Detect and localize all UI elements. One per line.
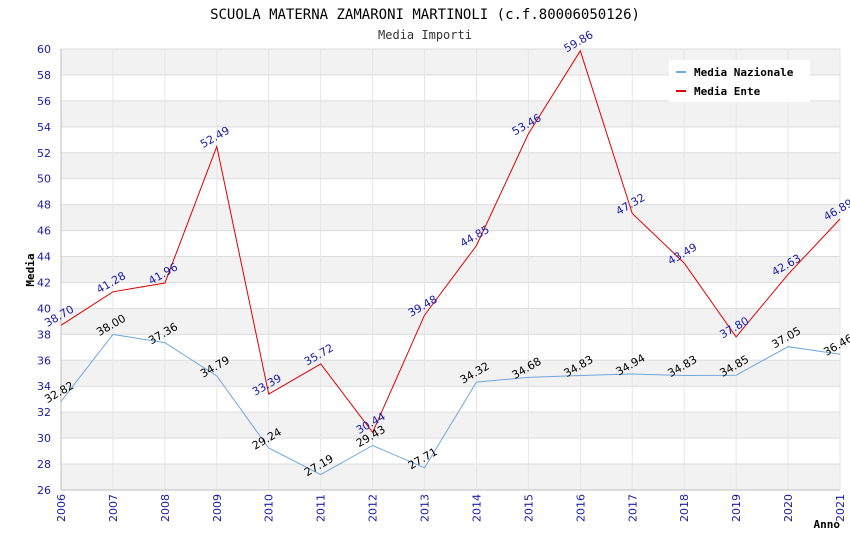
- plot-band: [61, 334, 840, 361]
- x-tick-label: 2017: [626, 494, 639, 522]
- plot-band: [61, 256, 840, 283]
- plot-band: [61, 100, 840, 127]
- chart-title: SCUOLA MATERNA ZAMARONI MARTINOLI (c.f.8…: [210, 7, 640, 23]
- plot-band: [61, 126, 840, 153]
- gridlines: [60, 48, 841, 491]
- plot-band: [61, 282, 840, 309]
- series-line-media-nazionale: [60, 333, 841, 476]
- x-tick-label: 2014: [470, 494, 483, 522]
- x-tick-label: 2015: [522, 494, 535, 522]
- legend-box: [669, 60, 810, 102]
- axes: [60, 49, 840, 491]
- x-tick-label: 2012: [367, 494, 380, 522]
- y-tick-label: 36: [37, 354, 51, 367]
- y-tick-label: 34: [37, 380, 51, 393]
- y-tick-label: 60: [37, 43, 51, 56]
- series-lines: [60, 49, 841, 476]
- x-tick-label: 2013: [419, 494, 432, 522]
- x-tick-label: 2010: [263, 494, 276, 522]
- legend-label: Media Ente: [694, 85, 761, 98]
- y-tick-label: 30: [37, 432, 51, 445]
- x-tick-label: 2019: [730, 494, 743, 522]
- x-tick-label: 2011: [315, 494, 328, 522]
- y-axis-label: Media: [24, 253, 37, 286]
- x-tick-label: 2009: [211, 494, 224, 522]
- y-tick-label: 52: [37, 147, 51, 160]
- legend-label: Media Nazionale: [694, 66, 794, 79]
- x-tick-label: 2021: [834, 494, 847, 522]
- x-tick-label: 2018: [678, 494, 691, 522]
- x-tick-label: 2008: [159, 494, 172, 522]
- chart-subtitle: Media Importi: [378, 28, 472, 42]
- plot-band: [61, 152, 840, 179]
- x-tick-labels: 2006 2007 2008 2009 2010 2011 2012 2013 2014 2015…: [55, 494, 847, 522]
- y-tick-label: 50: [37, 173, 51, 186]
- x-tick-label: 2020: [782, 494, 795, 522]
- plot-band: [61, 308, 840, 335]
- y-tick-label: 28: [37, 458, 51, 471]
- y-tick-label: 58: [37, 69, 51, 82]
- y-tick-label: 40: [37, 302, 51, 315]
- y-tick-labels: 26 28 30 32 34 36 38 40 42 44 46 48 50 52 54 56 58 60: [37, 43, 51, 497]
- y-tick-label: 26: [37, 484, 51, 497]
- y-tick-label: 38: [37, 328, 51, 341]
- x-tick-label: 2006: [55, 494, 68, 522]
- plot-band: [61, 464, 840, 490]
- y-tick-label: 32: [37, 406, 51, 419]
- y-tick-label: 44: [37, 251, 51, 264]
- y-tick-label: 56: [37, 95, 51, 108]
- plot-band: [61, 438, 840, 465]
- x-tick-label: 2016: [574, 494, 587, 522]
- x-tick-label: 2007: [107, 494, 120, 522]
- x-axis-label: Anno: [814, 518, 841, 531]
- plot-band: [61, 230, 840, 257]
- plot-bands: [61, 49, 840, 490]
- plot-band: [61, 178, 840, 205]
- series-line-media-ente: [60, 49, 841, 434]
- y-tick-label: 46: [37, 225, 51, 238]
- legend: Media Nazionale Media Ente: [669, 60, 810, 102]
- plot-band: [61, 386, 840, 413]
- y-tick-label: 54: [37, 121, 51, 134]
- plot-band: [61, 360, 840, 387]
- plot-band: [61, 204, 840, 231]
- y-tick-label: 42: [37, 276, 51, 289]
- y-tick-label: 48: [37, 199, 51, 212]
